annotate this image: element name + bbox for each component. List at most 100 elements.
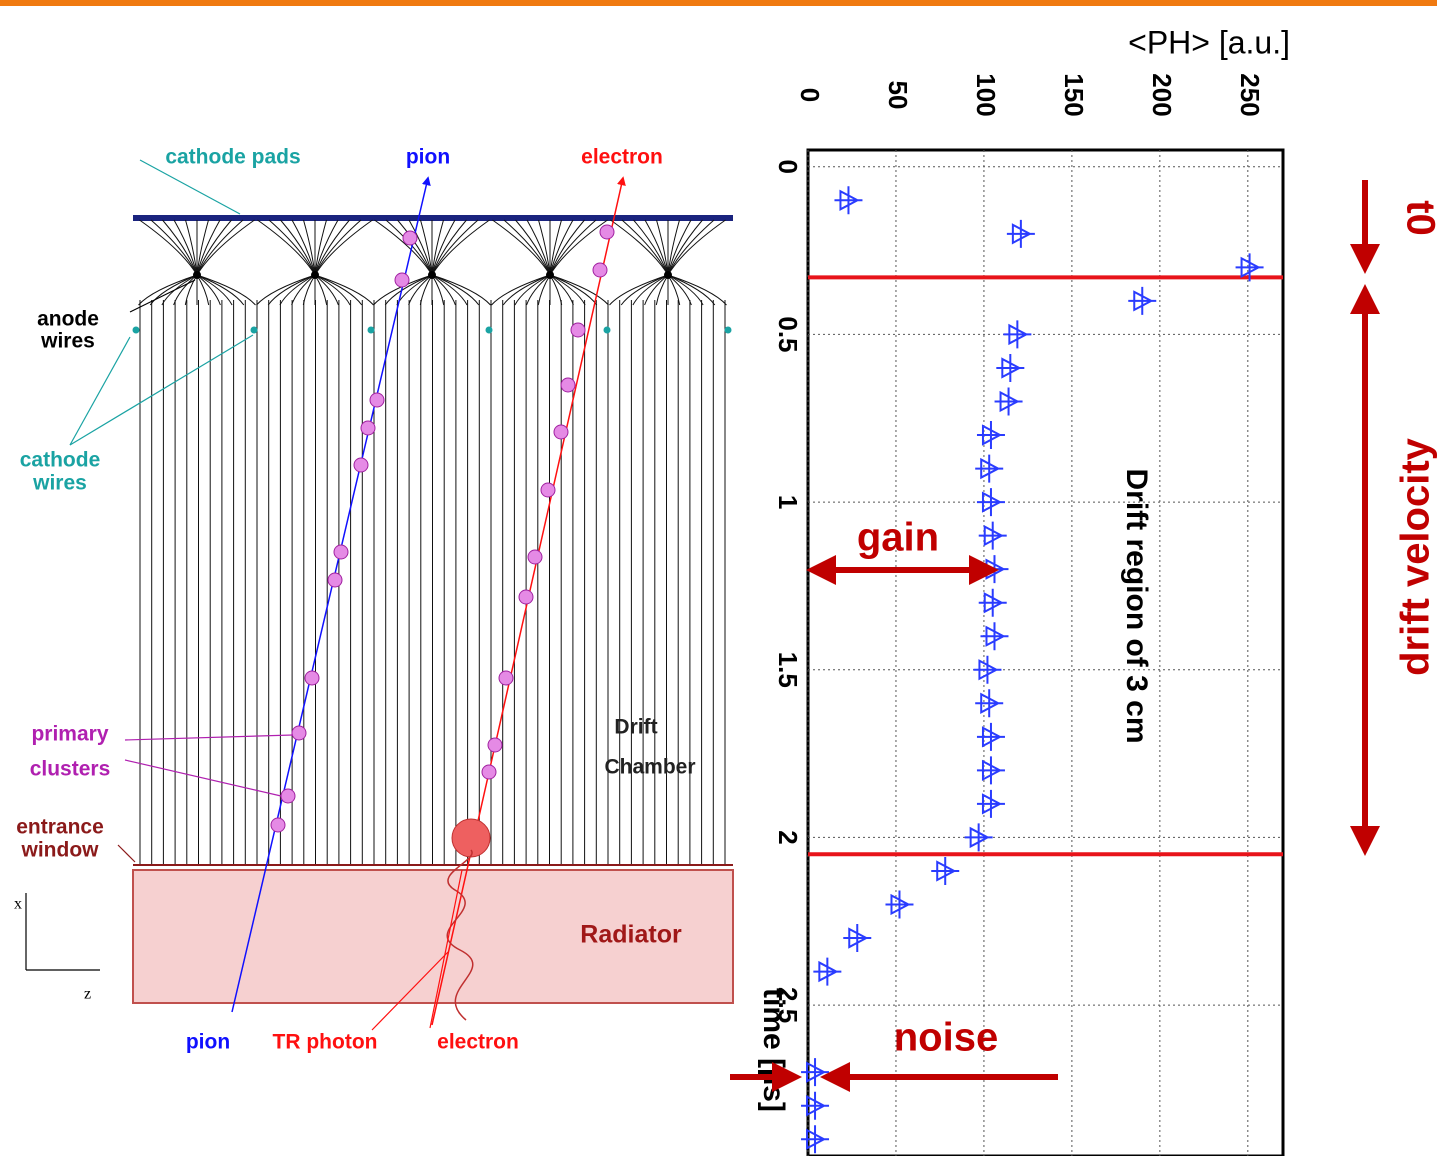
annotation: t0 — [1398, 200, 1437, 236]
primary-cluster — [482, 765, 496, 779]
chart-title: Drift region of 3 cm — [1120, 468, 1153, 743]
field-line — [550, 220, 573, 305]
primary-cluster — [403, 231, 417, 245]
primary-cluster — [488, 738, 502, 752]
primary-cluster — [328, 573, 342, 587]
label: electron — [581, 146, 663, 169]
label: cathode pads — [165, 146, 300, 169]
data-point — [885, 891, 913, 919]
anode-wire — [664, 271, 672, 279]
data-point — [980, 622, 1008, 650]
field-line — [197, 220, 220, 305]
data-point — [1007, 220, 1035, 248]
x-tick-label: 2 — [773, 830, 803, 844]
data-point — [977, 488, 1005, 516]
label: z — [84, 986, 91, 1003]
data-point — [996, 354, 1024, 382]
pointer — [125, 760, 281, 796]
label: cathode — [20, 449, 101, 472]
label: Radiator — [580, 921, 682, 949]
x-tick-label: 1 — [773, 495, 803, 509]
field-line — [550, 220, 585, 305]
primary-cluster — [519, 590, 533, 604]
primary-cluster — [561, 378, 575, 392]
data-point — [843, 924, 871, 952]
primary-cluster — [541, 483, 555, 497]
cathode-wire — [486, 327, 493, 334]
field-line — [645, 220, 668, 305]
annotation: drift velocity — [1394, 437, 1437, 676]
x-tick-label: 0 — [773, 160, 803, 174]
y-tick-label: 250 — [1235, 73, 1265, 116]
data-point — [977, 756, 1005, 784]
label: entrance — [16, 816, 104, 839]
data-point — [1003, 320, 1031, 348]
field-line — [432, 220, 455, 305]
data-point — [1128, 287, 1156, 315]
field-line — [197, 220, 232, 305]
pointer — [130, 280, 195, 312]
label: anode — [37, 308, 99, 331]
field-line — [633, 220, 668, 305]
data-point — [979, 522, 1007, 550]
anode-wire — [546, 271, 554, 279]
data-point — [801, 1125, 829, 1153]
label: pion — [406, 146, 450, 169]
data-point — [813, 958, 841, 986]
field-line — [668, 220, 703, 305]
cathode-wire — [133, 327, 140, 334]
field-line — [527, 220, 550, 305]
data-point — [973, 656, 1001, 684]
x-tick-label: 1.5 — [773, 652, 803, 688]
label: pion — [186, 1031, 230, 1054]
label: Drift — [614, 716, 657, 739]
primary-cluster — [593, 263, 607, 277]
primary-cluster — [554, 425, 568, 439]
annotation: noise — [894, 1016, 998, 1060]
anode-wire — [193, 271, 201, 279]
pointer — [70, 335, 253, 445]
coord-axes — [26, 893, 100, 970]
field-line — [162, 220, 197, 305]
primary-cluster — [305, 671, 319, 685]
y-tick-label: 50 — [883, 81, 913, 110]
slide: cathode pads pion electron anode wires c… — [0, 0, 1437, 1156]
primary-cluster — [271, 818, 285, 832]
anode-wire — [428, 271, 436, 279]
data-point — [834, 186, 862, 214]
annotations: gain noise t0 drift velocity — [730, 180, 1437, 1077]
x-tick-label: 0.5 — [773, 316, 803, 352]
label: primary — [31, 723, 108, 746]
data-point — [975, 455, 1003, 483]
field-line — [668, 220, 691, 305]
primary-cluster — [395, 273, 409, 287]
primary-cluster — [600, 225, 614, 239]
cathode-wire — [604, 327, 611, 334]
y-axis-label: <PH> [a.u.] — [1128, 24, 1290, 60]
y-tick-label: 0 — [795, 88, 825, 102]
label: TR photon — [273, 1031, 378, 1054]
data-point — [801, 1092, 829, 1120]
data-point — [995, 388, 1023, 416]
primary-cluster — [361, 421, 375, 435]
field-line — [280, 220, 315, 305]
label: x — [14, 896, 22, 913]
label: wires — [40, 330, 95, 353]
annotation: gain — [857, 516, 939, 560]
primary-cluster — [499, 671, 513, 685]
pointer — [70, 337, 130, 445]
primary-cluster — [528, 550, 542, 564]
field-line — [174, 220, 197, 305]
cathode-wire — [725, 327, 732, 334]
drift-chamber-diagram — [26, 160, 733, 1030]
y-tick-label: 150 — [1059, 73, 1089, 116]
data-point — [801, 1058, 829, 1086]
y-tick-label: 200 — [1147, 73, 1177, 116]
primary-cluster — [292, 726, 306, 740]
primary-cluster — [281, 789, 295, 803]
data-point — [979, 589, 1007, 617]
label: Chamber — [604, 756, 695, 779]
field-line — [515, 220, 550, 305]
field-line — [315, 220, 338, 305]
